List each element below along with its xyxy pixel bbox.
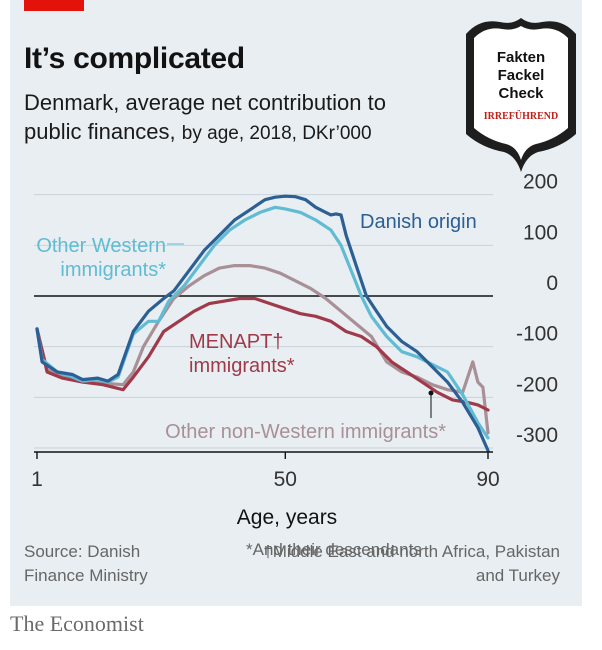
shield-inner (474, 26, 568, 160)
gridlines (34, 194, 493, 449)
stamp-verdict: IRREFÜHREND (484, 109, 558, 122)
subtitle-detail: by age, 2018, DKr’000 (181, 123, 372, 144)
series-label: Other non-Western immigrants* (165, 421, 446, 443)
x-tick-label: 50 (274, 468, 297, 491)
y-tick-label: -100 (516, 323, 558, 346)
descendants-note: *And their descendants (246, 540, 422, 559)
x-tick-label: 90 (476, 468, 499, 491)
series-label: MENAPT† (189, 331, 283, 353)
chart-title: It’s complicated (24, 42, 245, 75)
stamp-line-1: Fakten (497, 49, 545, 66)
brand-footer: The Economist (10, 611, 144, 636)
y-tick-label: -300 (516, 424, 558, 447)
stamp-line-3: Check (498, 85, 544, 102)
source-note: Source: Danish Finance Ministry (24, 542, 148, 585)
series-line-danish-origin (35, 194, 490, 453)
menapt-note: †Middle East and north Africa, Pakistan … (263, 542, 560, 585)
chart-subtitle: Denmark, average net contribution to pub… (24, 88, 444, 148)
subtitle-main: Denmark, average net contribution to pub… (24, 90, 386, 144)
stamp-line-2: Fackel (498, 67, 545, 84)
series-line-menapt-immigrants (35, 296, 490, 412)
label-connector-dot (428, 390, 434, 396)
y-tick-label: -200 (516, 373, 558, 396)
y-tick-label: 100 (523, 221, 558, 244)
fact-check-shield-badge: Fakten Fackel Check IRREFÜHREND (466, 18, 576, 172)
axis-ticks: 200 100 0 -100 -200 -300 1 50 90 (31, 171, 558, 491)
x-tick-label: 1 (31, 468, 43, 491)
series-label: immigrants* (60, 259, 166, 281)
y-tick-label: 0 (546, 272, 558, 295)
brand-red-bar (24, 0, 84, 11)
series-lines (35, 194, 490, 453)
y-tick-label: 200 (523, 171, 558, 194)
series-label: Other Western (36, 235, 166, 257)
series-label: Danish origin (360, 211, 477, 233)
x-axis-label: Age, years (237, 506, 337, 529)
series-line-other-non-western-immigrants (35, 264, 490, 435)
series-label: immigrants* (189, 355, 295, 377)
